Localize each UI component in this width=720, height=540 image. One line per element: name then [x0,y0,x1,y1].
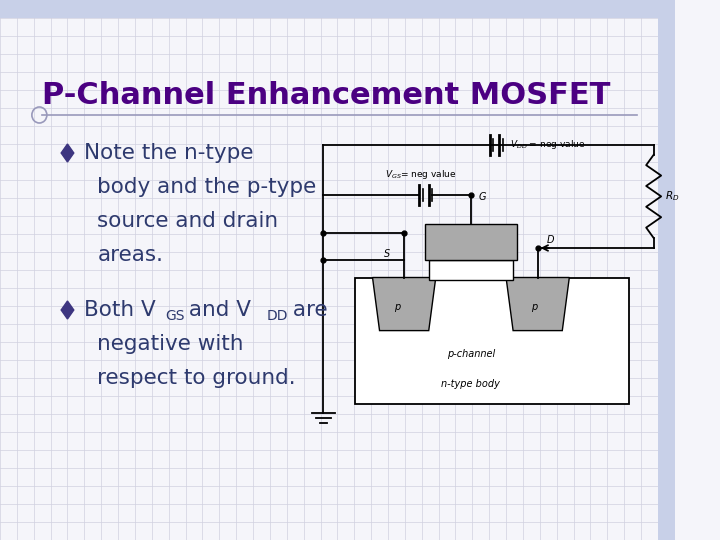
Polygon shape [372,278,436,330]
Bar [426,225,517,260]
Polygon shape [61,301,74,319]
Text: Both V: Both V [84,300,156,320]
Bar [428,260,513,280]
Text: P-Channel Enhancement MOSFET: P-Channel Enhancement MOSFET [42,80,611,110]
Polygon shape [506,278,570,330]
Text: DD: DD [267,309,289,323]
Text: negative with: negative with [97,334,244,354]
Text: n-type body: n-type body [441,379,500,389]
Text: p: p [531,302,537,312]
Text: body and the p-type: body and the p-type [97,177,317,197]
Text: p: p [394,302,400,312]
Bar [0,0,675,18]
Text: Note the n-type: Note the n-type [84,143,254,163]
Polygon shape [61,144,74,162]
Bar [658,0,675,540]
Bar [355,278,629,404]
Text: source and drain: source and drain [97,211,279,231]
Text: are: are [286,300,328,320]
Text: p-channel: p-channel [447,349,495,359]
Text: $V_{GS}$= neg value: $V_{GS}$= neg value [385,168,457,181]
Text: D: D [547,235,554,245]
Text: $R_D$: $R_D$ [665,190,680,203]
Text: respect to ground.: respect to ground. [97,368,296,388]
Text: $V_{DD}$ = neg value: $V_{DD}$ = neg value [510,138,585,151]
Text: G: G [478,192,486,202]
Text: GS: GS [165,309,184,323]
Text: areas.: areas. [97,245,163,265]
Text: and V: and V [182,300,251,320]
Text: S: S [384,249,390,259]
